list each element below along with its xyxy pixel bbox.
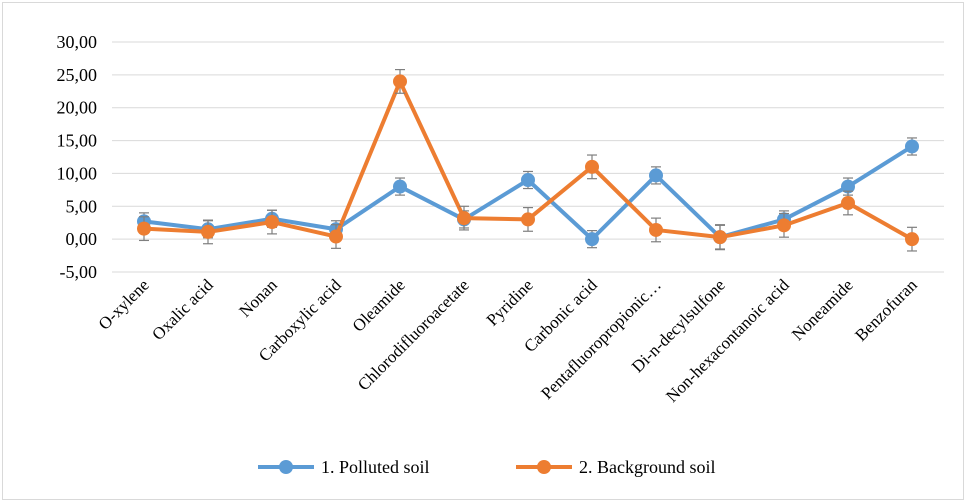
legend-swatch-marker [537,460,551,474]
x-tick-label: Oxalic acid [148,275,217,344]
data-point[interactable] [777,218,791,233]
data-point[interactable] [905,139,919,154]
legend-item-polluted[interactable]: 1. Polluted soil [258,457,430,477]
legend-label: 1. Polluted soil [321,457,430,477]
x-tick-label: O-xylene [95,275,153,333]
data-point[interactable] [713,230,727,245]
y-tick-label: 15,00 [57,131,98,151]
data-point[interactable] [329,229,343,244]
data-point[interactable] [585,159,599,174]
legend: 1. Polluted soil 2. Background soil [258,457,716,477]
data-point[interactable] [201,224,215,239]
data-point[interactable] [649,168,663,183]
x-tick-label: Pyridine [483,275,537,329]
x-tick-label: Chlorodifluoroacetate [354,275,473,394]
legend-label: 2. Background soil [579,457,716,477]
x-tick-label: Oleamide [349,275,409,335]
data-point[interactable] [137,221,151,236]
y-tick-label: 20,00 [57,98,98,118]
data-point[interactable] [585,232,599,247]
data-point[interactable] [521,212,535,227]
legend-item-background[interactable]: 2. Background soil [516,457,716,477]
y-tick-label: 0,00 [66,229,98,249]
data-point[interactable] [841,196,855,210]
y-tick-label: 10,00 [57,163,98,183]
data-point[interactable] [521,173,535,187]
series-layer [137,68,919,252]
data-point[interactable] [905,232,919,247]
y-tick-label: 25,00 [57,65,98,85]
x-tick-label: Benzofuran [851,275,921,345]
x-tick-label: Noneamide [788,275,857,344]
data-point[interactable] [393,179,407,194]
series-1 [137,137,919,251]
legend-swatch-marker [279,460,293,474]
x-tick-label: Nonan [235,275,281,321]
gridlines [112,41,944,273]
data-point[interactable] [841,179,855,194]
y-tick-label: 5,00 [66,196,98,216]
y-tick-label: 30,00 [57,32,98,52]
x-tick-label: Pentafluoropropionic… [537,275,665,403]
data-point[interactable] [393,74,407,89]
y-tick-label: -5,00 [60,262,98,282]
y-axis-ticks: 30,00 25,00 20,00 15,00 10,00 5,00 0,00 -5,00 [57,32,98,282]
x-tick-label: Non-hexacontanoic acid [662,275,793,406]
data-point[interactable] [265,215,279,230]
series-2 [137,68,919,252]
data-point[interactable] [457,211,471,226]
data-point[interactable] [649,222,663,237]
